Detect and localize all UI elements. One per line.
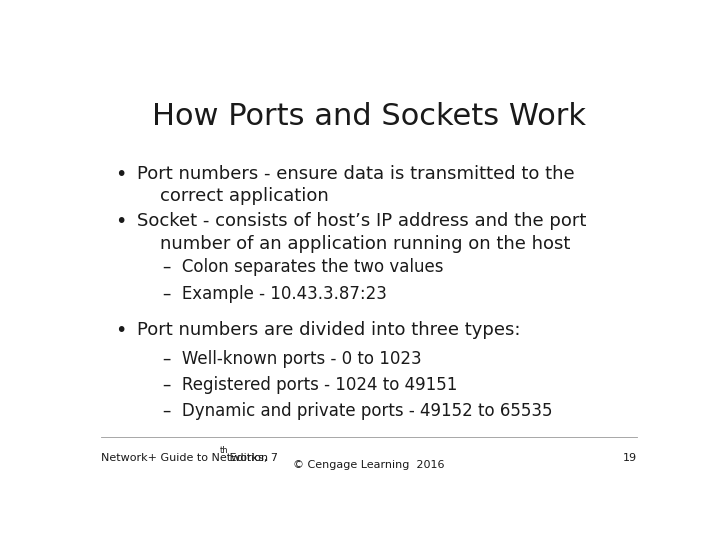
Text: © Cengage Learning  2016: © Cengage Learning 2016: [293, 460, 445, 470]
Text: th: th: [220, 446, 228, 455]
Text: •: •: [115, 212, 127, 232]
Text: •: •: [115, 321, 127, 340]
Text: –  Well-known ports - 0 to 1023: – Well-known ports - 0 to 1023: [163, 349, 421, 368]
Text: –  Example - 10.43.3.87:23: – Example - 10.43.3.87:23: [163, 285, 387, 303]
Text: Port numbers are divided into three types:: Port numbers are divided into three type…: [138, 321, 521, 339]
Text: Network+ Guide to Networks, 7: Network+ Guide to Networks, 7: [101, 453, 278, 463]
Text: •: •: [115, 165, 127, 184]
Text: –  Registered ports - 1024 to 49151: – Registered ports - 1024 to 49151: [163, 376, 457, 394]
Text: Socket - consists of host’s IP address and the port
    number of an application: Socket - consists of host’s IP address a…: [138, 212, 587, 253]
Text: Edition: Edition: [226, 453, 269, 463]
Text: –  Colon separates the two values: – Colon separates the two values: [163, 258, 443, 276]
Text: –  Dynamic and private ports - 49152 to 65535: – Dynamic and private ports - 49152 to 6…: [163, 402, 552, 420]
Text: 19: 19: [623, 453, 637, 463]
Text: How Ports and Sockets Work: How Ports and Sockets Work: [152, 102, 586, 131]
Text: Port numbers - ensure data is transmitted to the
    correct application: Port numbers - ensure data is transmitte…: [138, 165, 575, 206]
